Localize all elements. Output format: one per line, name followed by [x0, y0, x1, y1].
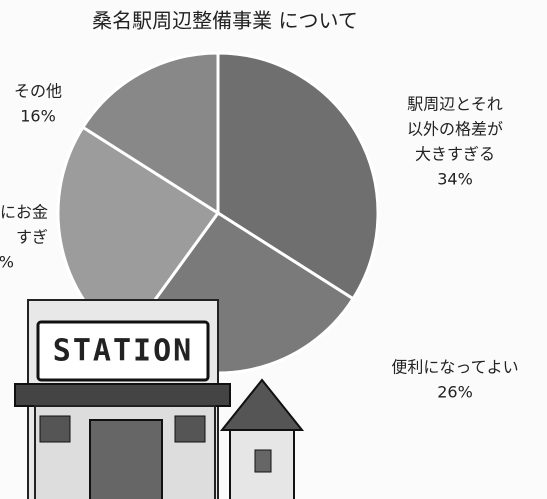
slice-label: すぎ [16, 228, 48, 247]
value-label: 34% [437, 170, 473, 189]
slice-label: 大きすぎる [415, 145, 495, 164]
slice-label: にお金 [0, 203, 48, 222]
sign-text: STATION [53, 334, 193, 369]
slice-label: 以外の格差が [407, 120, 503, 139]
pie-slice [80, 51, 220, 216]
value-label: 16% [20, 107, 56, 126]
value-label: 26% [437, 383, 473, 402]
slice-label: 便利になってよい [391, 358, 518, 377]
value-label: 24% [0, 253, 14, 272]
station-illustration [14, 299, 305, 499]
slice-label: その他 [14, 82, 62, 101]
chart-title: 桑名駅周辺整備事業 について [92, 9, 358, 33]
slice-label: 駅周辺とそれ [407, 95, 503, 114]
